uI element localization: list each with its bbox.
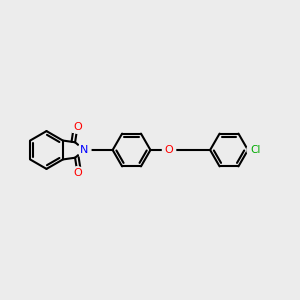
Text: O: O [73, 122, 82, 132]
Text: O: O [73, 168, 82, 178]
Text: O: O [165, 145, 173, 155]
Circle shape [71, 167, 84, 180]
Circle shape [71, 120, 84, 133]
Circle shape [163, 143, 176, 157]
Circle shape [247, 142, 264, 158]
Text: Cl: Cl [250, 145, 261, 155]
Text: N: N [80, 145, 88, 155]
Circle shape [78, 143, 91, 157]
